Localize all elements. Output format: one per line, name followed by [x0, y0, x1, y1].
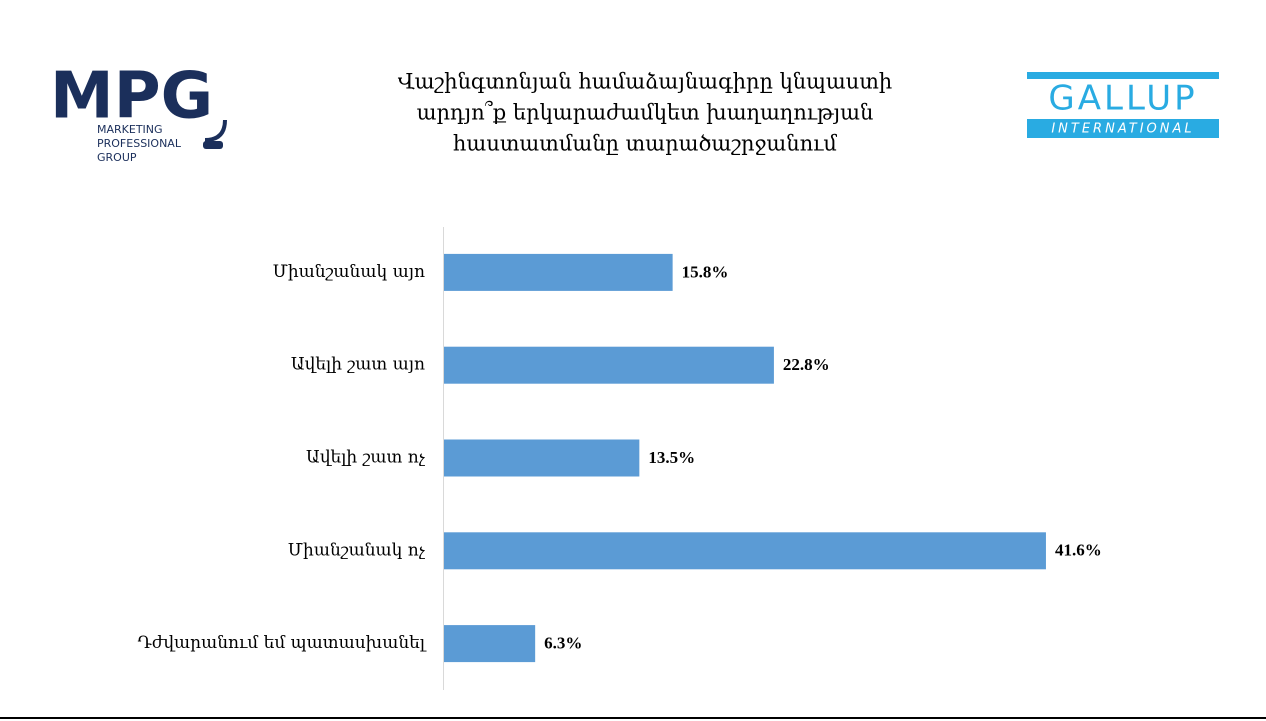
logo-text: GALLUP	[1048, 79, 1197, 119]
bar	[444, 532, 1046, 570]
logo-subtext: MARKETING	[97, 123, 163, 136]
gallup-logo: GALLUP INTERNATIONAL	[1027, 72, 1219, 138]
bar	[444, 253, 673, 291]
category-label: Դժվարանում եմ պատասխանել	[138, 633, 427, 653]
value-label: 13.5%	[648, 448, 695, 467]
category-label: Միանշանակ այո	[273, 262, 425, 282]
logo-bar	[1027, 119, 1219, 138]
value-label: 15.8%	[682, 262, 729, 281]
logo-subtext: GROUP	[97, 151, 137, 164]
mpg-logo: MPG MARKETING PROFESSIONAL GROUP	[50, 60, 227, 164]
bar	[444, 439, 640, 477]
value-label: 6.3%	[544, 634, 582, 653]
logo-bar	[1027, 72, 1219, 79]
chart-title: արդյո՞ք երկարաժամկետ խաղաղության	[417, 101, 874, 125]
bar	[444, 346, 774, 384]
category-label: Ավելի շատ այո	[291, 355, 425, 375]
value-label: 22.8%	[783, 355, 830, 374]
category-label: Միանշանակ ոչ	[288, 540, 426, 560]
logo-text: MPG	[50, 60, 213, 134]
value-label: 41.6%	[1055, 541, 1102, 560]
logo-subtext: PROFESSIONAL	[97, 137, 182, 150]
chart-title: հաստատմանը տարածաշրջանում	[453, 132, 837, 156]
headset	[203, 141, 223, 149]
chart-title: Վաշինգտոնյան համաձայնագիրը կնպաստի	[398, 70, 892, 94]
category-label: Ավելի շատ ոչ	[306, 448, 426, 468]
bar	[444, 625, 536, 663]
logo-subtext: INTERNATIONAL	[1051, 122, 1194, 137]
headset	[204, 119, 227, 142]
